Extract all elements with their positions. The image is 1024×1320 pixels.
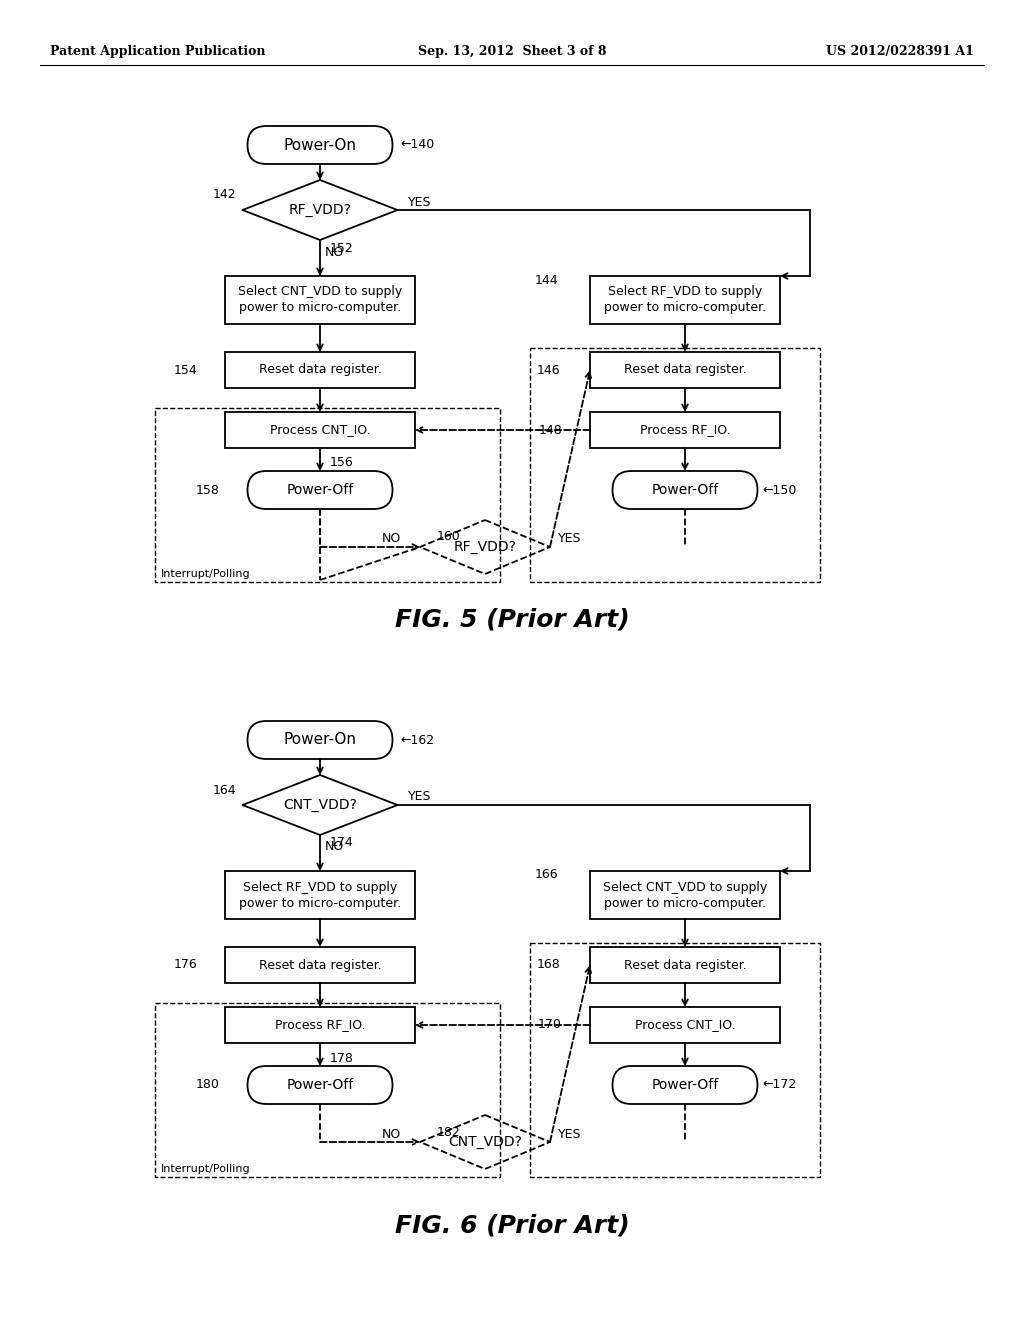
Text: Power-On: Power-On	[284, 733, 356, 747]
Text: Select RF_VDD to supply
power to micro-computer.: Select RF_VDD to supply power to micro-c…	[604, 285, 766, 314]
Bar	[590, 871, 780, 919]
Text: Select RF_VDD to supply
power to micro-computer.: Select RF_VDD to supply power to micro-c…	[239, 880, 401, 909]
Bar	[225, 871, 415, 919]
Text: 144: 144	[535, 273, 559, 286]
Text: 176: 176	[173, 958, 197, 972]
Text: NO: NO	[382, 532, 401, 545]
Text: Reset data register.: Reset data register.	[624, 363, 746, 376]
Text: Reset data register.: Reset data register.	[259, 958, 381, 972]
Bar	[590, 946, 780, 983]
Text: ←150: ←150	[763, 483, 797, 496]
Bar	[225, 946, 415, 983]
Text: ←140: ←140	[400, 139, 435, 152]
FancyBboxPatch shape	[248, 125, 392, 164]
Text: Power-Off: Power-Off	[287, 1078, 353, 1092]
Text: YES: YES	[408, 195, 431, 209]
Bar	[225, 412, 415, 447]
Bar	[590, 352, 780, 388]
Text: Select CNT_VDD to supply
power to micro-computer.: Select CNT_VDD to supply power to micro-…	[238, 285, 402, 314]
Text: 158: 158	[196, 483, 219, 496]
Text: Select CNT_VDD to supply
power to micro-computer.: Select CNT_VDD to supply power to micro-…	[603, 880, 767, 909]
Text: Interrupt/Polling: Interrupt/Polling	[161, 569, 251, 579]
Text: FIG. 6 (Prior Art): FIG. 6 (Prior Art)	[394, 1213, 630, 1237]
Text: 142: 142	[213, 189, 237, 202]
Text: Power-Off: Power-Off	[287, 483, 353, 498]
Text: Power-Off: Power-Off	[651, 483, 719, 498]
Bar	[225, 276, 415, 323]
Text: YES: YES	[558, 532, 582, 545]
Text: Power-On: Power-On	[284, 137, 356, 153]
Text: US 2012/0228391 A1: US 2012/0228391 A1	[826, 45, 974, 58]
Text: 180: 180	[196, 1078, 219, 1092]
FancyBboxPatch shape	[248, 1067, 392, 1104]
FancyBboxPatch shape	[612, 471, 758, 510]
Text: Patent Application Publication: Patent Application Publication	[50, 45, 265, 58]
Text: 170: 170	[539, 1019, 562, 1031]
Text: 182: 182	[436, 1126, 460, 1138]
Text: CNT_VDD?: CNT_VDD?	[283, 799, 357, 812]
Text: Process RF_IO.: Process RF_IO.	[640, 424, 730, 437]
Text: YES: YES	[558, 1127, 582, 1140]
Text: YES: YES	[408, 791, 431, 804]
Text: Process RF_IO.: Process RF_IO.	[274, 1019, 366, 1031]
Text: 160: 160	[436, 531, 460, 544]
Text: 168: 168	[537, 958, 560, 972]
Text: NO: NO	[382, 1127, 401, 1140]
Text: FIG. 5 (Prior Art): FIG. 5 (Prior Art)	[394, 609, 630, 632]
Bar	[225, 1007, 415, 1043]
Text: 156: 156	[330, 457, 353, 470]
Bar	[590, 1007, 780, 1043]
Text: Power-Off: Power-Off	[651, 1078, 719, 1092]
Bar	[590, 276, 780, 323]
Text: ←172: ←172	[763, 1078, 797, 1092]
Text: 174: 174	[330, 837, 353, 850]
FancyBboxPatch shape	[248, 471, 392, 510]
Text: CNT_VDD?: CNT_VDD?	[449, 1135, 522, 1148]
Text: Reset data register.: Reset data register.	[259, 363, 381, 376]
Text: 166: 166	[535, 869, 559, 882]
Text: Sep. 13, 2012  Sheet 3 of 8: Sep. 13, 2012 Sheet 3 of 8	[418, 45, 606, 58]
Text: Process CNT_IO.: Process CNT_IO.	[269, 424, 371, 437]
Text: Process CNT_IO.: Process CNT_IO.	[635, 1019, 735, 1031]
Text: RF_VDD?: RF_VDD?	[454, 540, 516, 554]
Text: 164: 164	[213, 784, 237, 796]
FancyBboxPatch shape	[612, 1067, 758, 1104]
Text: NO: NO	[325, 246, 344, 259]
Text: 178: 178	[330, 1052, 354, 1064]
Bar	[590, 412, 780, 447]
Text: 148: 148	[539, 424, 562, 437]
Text: Reset data register.: Reset data register.	[624, 958, 746, 972]
Text: 152: 152	[330, 242, 353, 255]
Text: RF_VDD?: RF_VDD?	[289, 203, 351, 216]
Text: 154: 154	[173, 363, 197, 376]
FancyBboxPatch shape	[248, 721, 392, 759]
Text: 146: 146	[537, 363, 560, 376]
Text: NO: NO	[325, 841, 344, 854]
Text: ←162: ←162	[400, 734, 434, 747]
Text: Interrupt/Polling: Interrupt/Polling	[161, 1164, 251, 1173]
Bar	[225, 352, 415, 388]
